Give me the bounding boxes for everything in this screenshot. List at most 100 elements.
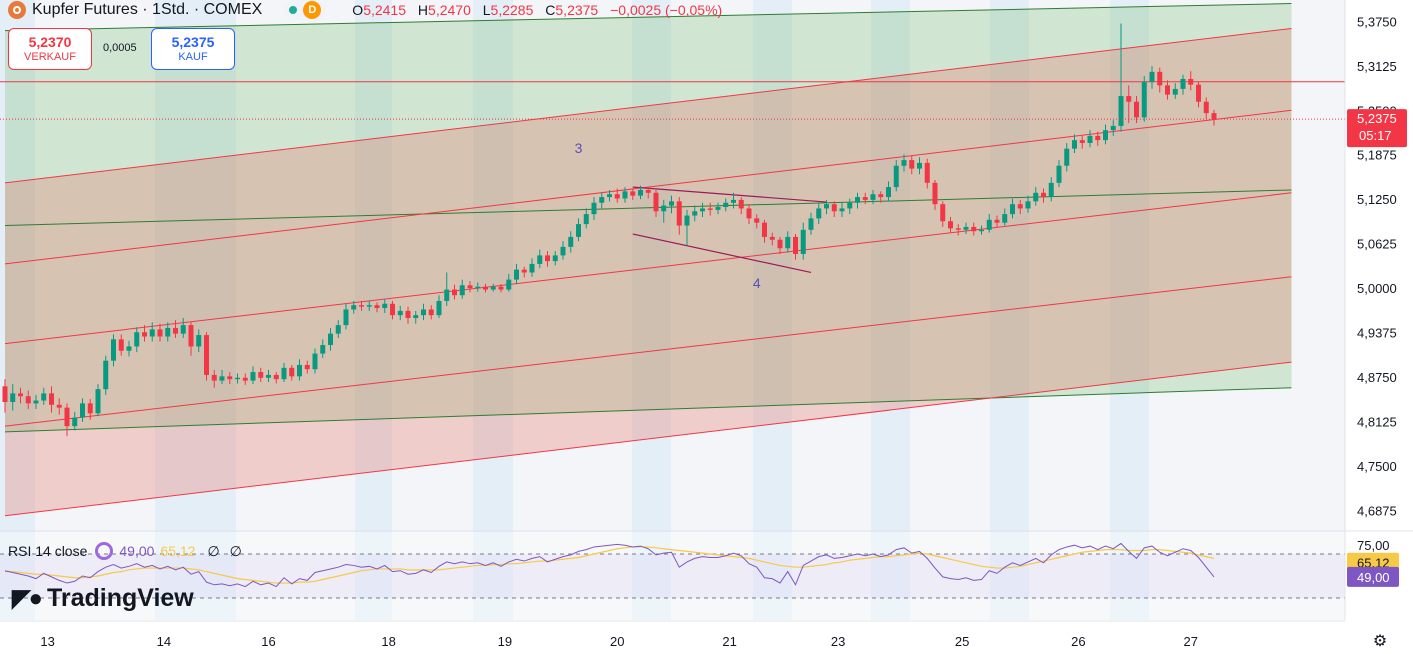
buy-button[interactable]: 5,2375 KAUF [151, 28, 235, 70]
candle-body [1041, 192, 1046, 198]
candle-body [924, 162, 930, 183]
candle-body [297, 364, 302, 377]
session-badge: D [303, 1, 322, 19]
candle-body [521, 269, 527, 273]
candle-body [645, 189, 651, 193]
candle-body [614, 194, 620, 199]
sell-button[interactable]: 5,2370 VERKAUF [8, 28, 92, 70]
candle-body [878, 194, 884, 198]
candle-body [1165, 85, 1170, 95]
candle-body [452, 289, 457, 296]
candle-body [847, 202, 853, 209]
candle-body [568, 236, 574, 247]
time-tick-label: 27 [1184, 634, 1198, 649]
candle-body [986, 219, 992, 230]
last-price-tag [1347, 109, 1407, 148]
copper-symbol-icon [8, 1, 26, 19]
candle-body [366, 305, 372, 307]
candle-body [219, 376, 225, 381]
candle-body [2, 386, 8, 402]
price-tick-label: 4,6875 [1357, 503, 1397, 518]
candle-body [994, 219, 1000, 223]
candle-body [901, 160, 907, 166]
ohlc-close: 5,2375 [555, 2, 599, 18]
candle-body [444, 289, 450, 301]
rsi-null-1: ∅ [207, 542, 220, 559]
rsi-settings-icon[interactable] [95, 542, 114, 560]
symbol-title[interactable]: Kupfer Futures · 1Std. · COMEX [32, 1, 263, 18]
price-tick-label: 4,8125 [1357, 415, 1397, 430]
session-band [910, 0, 990, 620]
candle-body [428, 309, 434, 316]
candle-body [320, 345, 326, 354]
candle-body [180, 325, 186, 334]
candle-body [80, 403, 85, 418]
ohlc-close-key: C [545, 2, 556, 18]
candle-body [1110, 125, 1116, 131]
candle-body [343, 309, 349, 326]
candle-body [1072, 140, 1077, 149]
price-axis[interactable]: 5,37505,31255,25005,18755,12505,06255,00… [1344, 0, 1413, 654]
candle-body [1126, 96, 1132, 102]
candle-body [692, 211, 698, 216]
candle-body [25, 396, 31, 404]
candle-body [56, 404, 62, 408]
candle-body [351, 305, 357, 310]
tradingview-logo[interactable]: ◤● TradingView [12, 584, 194, 613]
candle-body [266, 374, 271, 378]
candle-body [459, 285, 465, 296]
settings-gear-icon[interactable]: ⚙ [1372, 633, 1388, 650]
countdown-label: 05:17 [1359, 128, 1392, 143]
candle-body [33, 400, 39, 404]
rsi-null-2: ∅ [229, 542, 242, 559]
ohlc-low-key: L [482, 2, 491, 18]
candle-body [971, 226, 977, 232]
channel-fill [0, 3, 1345, 620]
session-band [35, 0, 155, 620]
red-channel-line-0 [4, 361, 1292, 517]
candle-body [72, 417, 78, 427]
red-channel-line-1 [4, 276, 1292, 427]
candle-body [917, 162, 922, 169]
candle-body [1141, 81, 1147, 118]
candle-body [831, 204, 837, 212]
sell-price: 5,2370 [28, 34, 72, 50]
wave-labels: 34 [575, 140, 761, 291]
candlestick-series [2, 23, 1217, 437]
candle-body [250, 372, 256, 381]
candle-body [777, 239, 783, 249]
candle-body [41, 393, 47, 401]
ohlc-high: 5,2470 [428, 2, 471, 18]
rsi-tag [1347, 566, 1399, 587]
rsi-legend[interactable]: RSI 14 close 49,00 65,12 ∅ ∅ [8, 542, 252, 560]
time-tick-label: 23 [831, 634, 845, 649]
ohlc-values: O5,2415 H5,2470 L5,2285 C5,2375 −0,0025 … [352, 2, 722, 18]
candle-body [413, 315, 419, 318]
market-status[interactable]: D [284, 0, 327, 20]
tradingview-text: TradingView [46, 584, 194, 612]
time-axis[interactable]: 13 14 16 18 19 20 21 23 25 26 27 [0, 620, 1345, 654]
candle-body [1118, 96, 1124, 126]
candle-body [653, 192, 659, 212]
candle-body [10, 393, 16, 402]
session-band [990, 0, 1029, 620]
candle-body [1103, 130, 1108, 141]
candle-body [483, 286, 488, 290]
candle-body [622, 191, 628, 199]
candle-body [638, 189, 643, 196]
green-channel-fill [5, 3, 1292, 432]
candle-body [886, 187, 891, 198]
time-tick-label: 19 [498, 634, 512, 649]
triangle-pattern-lines [632, 186, 827, 274]
candle-body [545, 255, 550, 262]
price-tick-label: 5,0625 [1357, 237, 1397, 252]
session-band [513, 0, 632, 620]
green-channel-line-1 [4, 189, 1292, 227]
candle-body [529, 263, 535, 273]
rsi-label[interactable]: RSI 14 close [8, 543, 88, 559]
session-band [0, 0, 35, 620]
candle-body [630, 191, 636, 196]
candle-body [436, 300, 442, 316]
candle-body [1079, 140, 1085, 143]
